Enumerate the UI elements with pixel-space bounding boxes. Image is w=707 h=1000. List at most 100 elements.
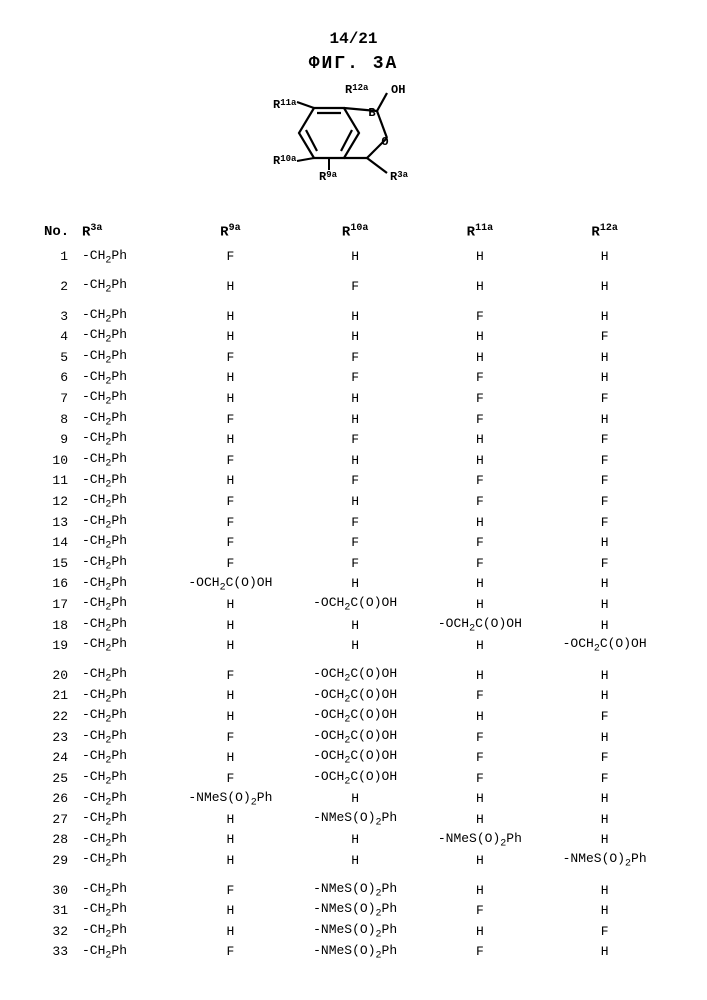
cell-r11a: F — [418, 409, 543, 430]
table-row: 5-CH2PhFFHH — [40, 347, 667, 368]
svg-text:O: O — [381, 135, 388, 149]
cell-no: 19 — [40, 635, 82, 665]
cell-r11a: F — [418, 491, 543, 512]
table-row: 10-CH2PhFHHF — [40, 450, 667, 471]
figure-title: ФИГ. 3A — [40, 54, 667, 74]
cell-r3a: -CH2Ph — [82, 942, 168, 963]
table-row: 22-CH2PhH-OCH2C(O)OHHF — [40, 706, 667, 727]
cell-r11a: F — [418, 471, 543, 492]
cell-r3a: -CH2Ph — [82, 512, 168, 533]
cell-r10a: F — [293, 276, 418, 306]
cell-r11a: F — [418, 747, 543, 768]
table-row: 28-CH2PhHH-NMeS(O)2PhH — [40, 830, 667, 851]
cell-no: 5 — [40, 347, 82, 368]
cell-r12a: H — [542, 727, 667, 748]
cell-r9a: F — [168, 942, 293, 963]
cell-r12a: F — [542, 450, 667, 471]
col-r12a-header: R12a — [542, 221, 667, 247]
cell-r3a: -CH2Ph — [82, 706, 168, 727]
cell-r11a: -OCH2C(O)OH — [418, 615, 543, 636]
cell-r10a: H — [293, 388, 418, 409]
cell-r10a: F — [293, 553, 418, 574]
table-row: 9-CH2PhHFHF — [40, 429, 667, 450]
cell-r3a: -CH2Ph — [82, 450, 168, 471]
cell-r11a: H — [418, 921, 543, 942]
cell-r3a: -CH2Ph — [82, 532, 168, 553]
cell-r10a: F — [293, 532, 418, 553]
cell-r3a: -CH2Ph — [82, 306, 168, 327]
cell-r3a: -CH2Ph — [82, 368, 168, 389]
substituent-table: No. R3a R9a R10a R11a R12a 1-CH2PhFHHH2-… — [40, 221, 667, 962]
cell-r3a: -CH2Ph — [82, 921, 168, 942]
cell-r3a: -CH2Ph — [82, 809, 168, 830]
cell-r11a: H — [418, 276, 543, 306]
cell-r11a: H — [418, 450, 543, 471]
cell-r12a: F — [542, 768, 667, 789]
table-row: 7-CH2PhHHFF — [40, 388, 667, 409]
cell-r3a: -CH2Ph — [82, 768, 168, 789]
cell-no: 29 — [40, 850, 82, 880]
cell-no: 15 — [40, 553, 82, 574]
cell-r11a: H — [418, 880, 543, 901]
cell-no: 11 — [40, 471, 82, 492]
cell-r3a: -CH2Ph — [82, 553, 168, 574]
table-row: 19-CH2PhHHH-OCH2C(O)OH — [40, 635, 667, 665]
cell-r12a: H — [542, 809, 667, 830]
cell-r11a: H — [418, 789, 543, 810]
col-r9a-header: R9a — [168, 221, 293, 247]
cell-r10a: H — [293, 491, 418, 512]
cell-r12a: F — [542, 388, 667, 409]
cell-r11a: F — [418, 368, 543, 389]
cell-r12a: -OCH2C(O)OH — [542, 635, 667, 665]
cell-r12a: F — [542, 512, 667, 533]
cell-r9a: H — [168, 276, 293, 306]
cell-r3a: -CH2Ph — [82, 429, 168, 450]
cell-r9a: F — [168, 532, 293, 553]
cell-r11a: H — [418, 850, 543, 880]
cell-no: 9 — [40, 429, 82, 450]
cell-r9a: H — [168, 706, 293, 727]
cell-r9a: H — [168, 686, 293, 707]
cell-r10a: F — [293, 429, 418, 450]
cell-r12a: H — [542, 368, 667, 389]
cell-r10a: H — [293, 850, 418, 880]
col-r11a-header: R11a — [418, 221, 543, 247]
table-row: 27-CH2PhH-NMeS(O)2PhHH — [40, 809, 667, 830]
cell-r9a: F — [168, 727, 293, 748]
cell-r12a: H — [542, 574, 667, 595]
table-row: 14-CH2PhFFFH — [40, 532, 667, 553]
cell-r11a: F — [418, 532, 543, 553]
cell-r10a: -NMeS(O)2Ph — [293, 900, 418, 921]
col-no-header: No. — [40, 221, 82, 247]
cell-r10a: -NMeS(O)2Ph — [293, 942, 418, 963]
cell-r10a: -NMeS(O)2Ph — [293, 921, 418, 942]
cell-no: 33 — [40, 942, 82, 963]
cell-r11a: H — [418, 706, 543, 727]
table-row: 16-CH2Ph-OCH2C(O)OHHHH — [40, 574, 667, 595]
cell-r9a: F — [168, 665, 293, 686]
cell-r10a: -OCH2C(O)OH — [293, 706, 418, 727]
table-row: 8-CH2PhFHFH — [40, 409, 667, 430]
cell-r9a: F — [168, 450, 293, 471]
cell-r12a: H — [542, 665, 667, 686]
cell-r3a: -CH2Ph — [82, 574, 168, 595]
cell-r3a: -CH2Ph — [82, 727, 168, 748]
cell-r11a: H — [418, 512, 543, 533]
table-row: 2-CH2PhHFHH — [40, 276, 667, 306]
table-header-row: No. R3a R9a R10a R11a R12a — [40, 221, 667, 247]
svg-text:R10a: R10a — [273, 154, 297, 168]
table-row: 21-CH2PhH-OCH2C(O)OHFH — [40, 686, 667, 707]
cell-r12a: H — [542, 409, 667, 430]
cell-no: 21 — [40, 686, 82, 707]
cell-r3a: -CH2Ph — [82, 789, 168, 810]
table-row: 17-CH2PhH-OCH2C(O)OHHH — [40, 594, 667, 615]
cell-r11a: F — [418, 900, 543, 921]
cell-r10a: F — [293, 368, 418, 389]
cell-r12a: H — [542, 306, 667, 327]
cell-no: 12 — [40, 491, 82, 512]
cell-r11a: F — [418, 768, 543, 789]
table-row: 6-CH2PhHFFH — [40, 368, 667, 389]
cell-r10a: -OCH2C(O)OH — [293, 686, 418, 707]
cell-r9a: H — [168, 900, 293, 921]
cell-r10a: -NMeS(O)2Ph — [293, 880, 418, 901]
